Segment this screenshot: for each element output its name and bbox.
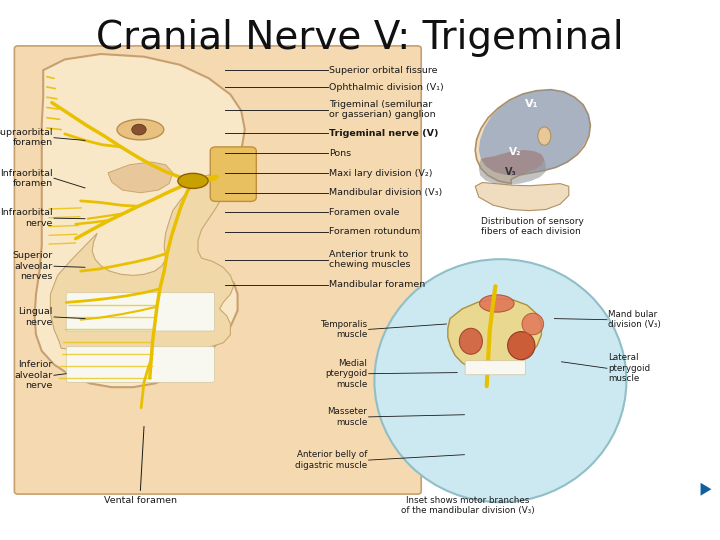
Text: Supraorbital
foramen: Supraorbital foramen (0, 128, 53, 147)
Ellipse shape (538, 127, 551, 145)
FancyBboxPatch shape (66, 293, 215, 331)
Text: Inferior
alveolar
nerve: Inferior alveolar nerve (14, 360, 53, 390)
Text: Medial
pterygoid
muscle: Medial pterygoid muscle (325, 359, 367, 389)
Text: Inset shows motor branches
of the mandibular division (V₃): Inset shows motor branches of the mandib… (401, 496, 535, 515)
Text: Pons: Pons (329, 149, 351, 158)
FancyBboxPatch shape (465, 361, 526, 375)
Text: Vental foramen: Vental foramen (104, 496, 177, 505)
Polygon shape (701, 483, 711, 496)
Polygon shape (50, 174, 234, 354)
Text: Anterior belly of
digastric muscle: Anterior belly of digastric muscle (295, 450, 367, 470)
Polygon shape (479, 150, 546, 185)
Text: Infraorbital
nerve: Infraorbital nerve (0, 208, 53, 228)
FancyBboxPatch shape (66, 347, 215, 382)
Ellipse shape (459, 328, 482, 354)
Polygon shape (475, 90, 590, 184)
Polygon shape (61, 328, 220, 351)
Text: Lateral
pterygoid
muscle: Lateral pterygoid muscle (608, 353, 651, 383)
Polygon shape (108, 162, 173, 193)
Text: V₁: V₁ (525, 99, 538, 109)
Text: V₂: V₂ (509, 147, 522, 157)
Text: Lingual
nerve: Lingual nerve (18, 307, 53, 327)
Text: Trigeminal (semilunar
or gasserian) ganglion: Trigeminal (semilunar or gasserian) gang… (329, 100, 436, 119)
Circle shape (132, 124, 146, 135)
Text: Mand bular
division (V₃): Mand bular division (V₃) (608, 310, 661, 329)
Text: Anterior trunk to
chewing muscles: Anterior trunk to chewing muscles (329, 250, 410, 269)
Text: Foramen ovale: Foramen ovale (329, 208, 400, 217)
Text: Masseter
muscle: Masseter muscle (328, 407, 367, 427)
Text: Superior orbital fissure: Superior orbital fissure (329, 66, 438, 75)
Polygon shape (479, 90, 590, 176)
Ellipse shape (522, 313, 544, 335)
Ellipse shape (508, 332, 535, 360)
Text: Mandibular foramen: Mandibular foramen (329, 280, 426, 289)
Text: Trigeminal nerve (V): Trigeminal nerve (V) (329, 129, 438, 138)
Ellipse shape (480, 295, 514, 312)
Text: Distribution of sensory
fibers of each division: Distribution of sensory fibers of each d… (481, 217, 584, 237)
Ellipse shape (117, 119, 164, 140)
Text: Ophthalmic division (V₁): Ophthalmic division (V₁) (329, 83, 444, 92)
Text: Superior
alveolar
nerves: Superior alveolar nerves (12, 251, 53, 281)
Polygon shape (475, 183, 569, 211)
Polygon shape (448, 299, 541, 373)
Ellipse shape (178, 173, 208, 188)
Ellipse shape (78, 320, 210, 350)
Text: Mandibular division (V₃): Mandibular division (V₃) (329, 188, 442, 197)
Text: V₃: V₃ (505, 167, 517, 177)
Ellipse shape (374, 259, 626, 502)
Text: Temporalis
muscle: Temporalis muscle (320, 320, 367, 339)
Text: Foramen rotundum: Foramen rotundum (329, 227, 420, 236)
Text: Infraorbital
foramen: Infraorbital foramen (0, 168, 53, 188)
Text: Maxi lary division (V₂): Maxi lary division (V₂) (329, 169, 433, 178)
Polygon shape (481, 150, 544, 176)
FancyBboxPatch shape (210, 147, 256, 201)
Polygon shape (35, 54, 245, 387)
FancyBboxPatch shape (14, 46, 421, 494)
Text: Cranial Nerve V: Trigeminal: Cranial Nerve V: Trigeminal (96, 19, 624, 57)
